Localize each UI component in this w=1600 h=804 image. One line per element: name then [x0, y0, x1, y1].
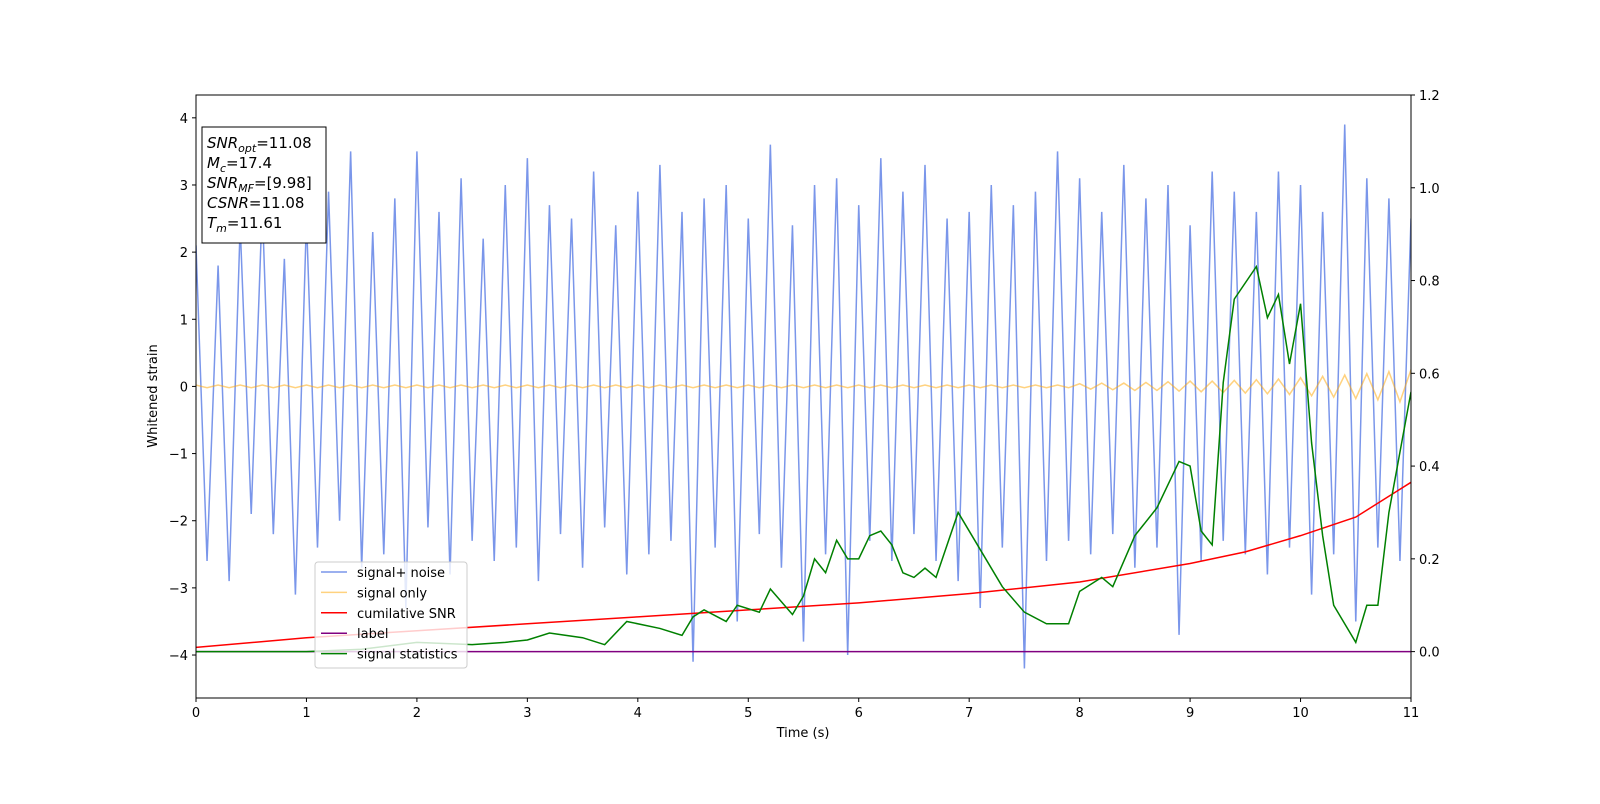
y-tick-label: 2 [180, 246, 188, 261]
annotation-value: =17.4 [226, 154, 272, 172]
series-line [196, 264, 1411, 653]
y2-tick-label: 0.0 [1419, 646, 1440, 661]
annotation-value: =[9.98] [254, 174, 312, 192]
y2-tick-label: 1.0 [1419, 182, 1440, 197]
x-tick-label: 1 [302, 706, 310, 721]
y2-tick-label: 0.8 [1419, 275, 1440, 290]
x-tick-label: 11 [1403, 706, 1420, 721]
y-axis-label: Whitened strain [146, 344, 161, 447]
x-axis-label: Time (s) [776, 726, 830, 741]
y2-tick-label: 1.2 [1419, 89, 1440, 104]
x-tick-label: 9 [1186, 706, 1194, 721]
series-line [196, 124, 1411, 669]
annotation-symbol: M [207, 154, 220, 172]
y-tick-label: −1 [169, 448, 188, 463]
legend-label: signal+ noise [357, 566, 445, 581]
y-tick-label: 0 [180, 380, 188, 395]
annotation-value: =11.08 [256, 134, 312, 152]
plot-frame [195, 94, 1412, 699]
y2-tick-label: 0.4 [1419, 460, 1440, 475]
y-tick-label: −3 [169, 582, 188, 597]
series-line [196, 369, 1411, 405]
x-tick-label: 10 [1292, 706, 1309, 721]
y-tick-label: 3 [180, 179, 188, 194]
annotation-subscript: m [216, 222, 227, 235]
y-tick-label: 1 [180, 313, 188, 328]
annotation-symbol: T [207, 214, 218, 232]
annotation-line: CSNR=11.08 [207, 194, 304, 212]
x-tick-label: 8 [1075, 706, 1083, 721]
y-tick-label: 4 [180, 112, 188, 127]
x-tick-label: 0 [192, 706, 200, 721]
legend-label: signal statistics [357, 648, 458, 663]
y2-tick-label: 0.6 [1419, 367, 1440, 382]
y-tick-label: −2 [169, 515, 188, 530]
annotation-subscript: MF [238, 182, 254, 195]
annotation-symbol: SNR [207, 174, 238, 192]
x-tick-label: 3 [523, 706, 531, 721]
x-tick-label: 4 [634, 706, 642, 721]
annotation-line: SNRMF=[9.98] [207, 174, 312, 195]
annotation-subscript: c [220, 162, 226, 175]
legend-label: signal only [357, 586, 427, 601]
annotation-value: =11.61 [227, 214, 283, 232]
annotation-line: SNRopt=11.08 [207, 134, 312, 155]
x-tick-label: 7 [965, 706, 973, 721]
annotation-line: Mc=17.4 [207, 154, 272, 175]
annotation-value: =11.08 [249, 194, 305, 212]
annotation-box [201, 126, 327, 244]
x-tick-label: 2 [413, 706, 421, 721]
legend-label: cumilative SNR [357, 607, 456, 622]
y2-tick-label: 0.2 [1419, 553, 1440, 568]
annotation-symbol: CSNR [207, 194, 249, 212]
x-tick-label: 6 [855, 706, 863, 721]
annotation-symbol: SNR [207, 134, 238, 152]
legend-box [314, 561, 468, 669]
x-tick-label: 5 [744, 706, 752, 721]
legend-label: label [357, 627, 388, 642]
annotation-line: Tm=11.61 [207, 214, 282, 235]
annotation-subscript: opt [238, 142, 257, 155]
y-tick-label: −4 [169, 649, 188, 664]
